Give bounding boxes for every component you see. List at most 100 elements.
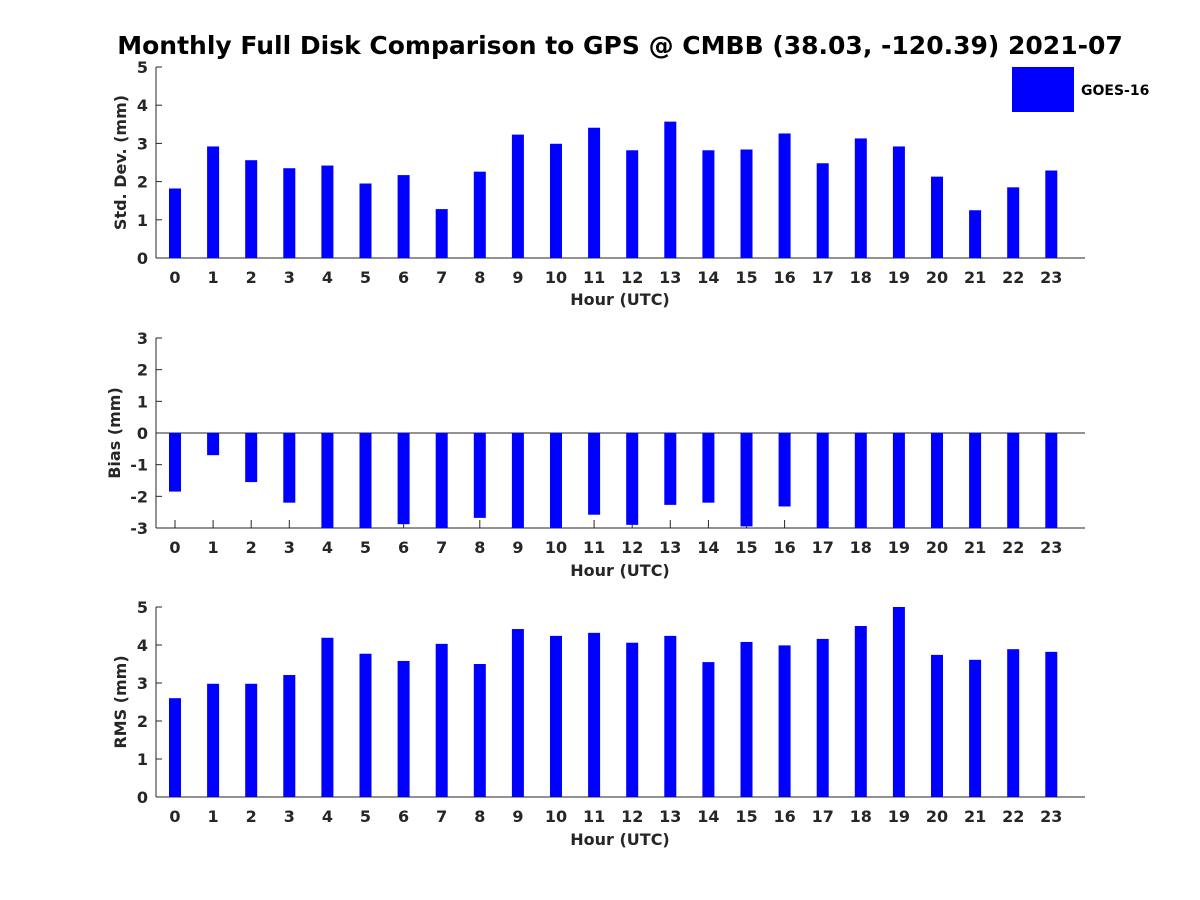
std-dev-x-tick-label: 18 (850, 268, 872, 287)
std-dev-bar-hour-7 (435, 209, 448, 258)
bias-bar-hour-10 (550, 433, 562, 528)
std-dev-bar-hour-5 (359, 183, 372, 258)
bias-bar-hour-11 (588, 433, 601, 515)
std-dev-y-tick-label: 2 (137, 173, 148, 192)
rms-bar-hour-9 (511, 629, 524, 797)
std-dev-y-tick-label: 1 (137, 211, 148, 230)
bias-bar-hour-12 (626, 433, 639, 525)
rms-y-tick-label: 4 (137, 636, 148, 655)
rms-bar-hour-0 (169, 698, 181, 797)
bias-x-tick-label: 8 (474, 538, 485, 557)
rms-bar-hour-10 (550, 635, 562, 797)
bias-x-tick-label: 10 (545, 538, 567, 557)
legend-swatch-goes-16 (1012, 67, 1074, 112)
bias-bar-hour-4 (321, 433, 334, 528)
bias-x-tick-label: 5 (360, 538, 371, 557)
bias-y-tick-label: -2 (130, 487, 148, 506)
rms-x-tick-label: 20 (926, 807, 948, 826)
std-dev-x-axis-label: Hour (UTC) (570, 290, 670, 309)
rms-x-tick-label: 7 (436, 807, 447, 826)
std-dev-bar-hour-15 (740, 149, 753, 258)
std-dev-y-axis-label: Std. Dev. (mm) (111, 95, 130, 230)
bias-x-tick-label: 23 (1040, 538, 1062, 557)
bias-x-tick-label: 21 (964, 538, 986, 557)
std-dev-bar-hour-12 (626, 150, 639, 258)
bias-x-tick-label: 2 (246, 538, 257, 557)
bias-y-tick-label: 2 (137, 361, 148, 380)
std-dev-y-tick-label: 0 (137, 249, 148, 268)
rms-bar-hour-8 (473, 664, 486, 797)
bias-bar-hour-3 (283, 433, 296, 503)
std-dev-x-tick-label: 2 (246, 268, 257, 287)
bias-y-tick-label: 0 (137, 424, 148, 443)
rms-x-tick-label: 14 (697, 807, 719, 826)
bias-bar-hour-7 (435, 433, 448, 528)
rms-x-tick-label: 11 (583, 807, 605, 826)
std-dev-x-tick-label: 4 (322, 268, 333, 287)
bias-bar-hour-16 (778, 433, 791, 507)
rms-bar-hour-7 (435, 643, 448, 797)
bias-x-axis-label: Hour (UTC) (570, 561, 670, 580)
std-dev-x-tick-label: 21 (964, 268, 986, 287)
rms-x-tick-label: 3 (284, 807, 295, 826)
std-dev-bar-hour-11 (588, 127, 601, 258)
bias-bar-hour-14 (702, 433, 715, 503)
bias-bar-hour-8 (473, 433, 486, 518)
std-dev-bar-hour-16 (778, 133, 791, 258)
std-dev-x-tick-label: 20 (926, 268, 948, 287)
bias-x-tick-label: 14 (697, 538, 719, 557)
rms-x-tick-label: 4 (322, 807, 333, 826)
std-dev-y-tick-label: 4 (137, 96, 148, 115)
bias-x-tick-label: 0 (169, 538, 180, 557)
bias-bar-hour-19 (892, 433, 905, 528)
rms-x-tick-label: 5 (360, 807, 371, 826)
rms-bar-hour-1 (207, 683, 220, 797)
rms-bar-hour-5 (359, 653, 372, 797)
bias-y-tick-label: -1 (130, 456, 148, 475)
bias-x-tick-label: 18 (850, 538, 872, 557)
std-dev-y-tick-label: 5 (137, 58, 148, 77)
rms-x-tick-label: 22 (1002, 807, 1024, 826)
bias-y-tick-label: 3 (137, 329, 148, 348)
rms-bar-hour-3 (283, 675, 296, 797)
std-dev-bar-hour-22 (1007, 187, 1020, 258)
bias-bar-hour-0 (169, 433, 181, 492)
rms-bar-hour-21 (969, 659, 982, 797)
rms-x-tick-label: 18 (850, 807, 872, 826)
std-dev-x-tick-label: 17 (812, 268, 834, 287)
bias-bar-hour-20 (931, 433, 943, 528)
std-dev-x-tick-label: 23 (1040, 268, 1062, 287)
std-dev-x-tick-label: 19 (888, 268, 910, 287)
bias-bar-hour-9 (511, 433, 524, 528)
bias-bar-hour-5 (359, 433, 372, 528)
rms-bar-hour-22 (1007, 649, 1020, 797)
rms-x-tick-label: 21 (964, 807, 986, 826)
bias-x-tick-label: 1 (208, 538, 219, 557)
bias-bar-hour-23 (1045, 433, 1058, 528)
rms-bar-hour-18 (854, 626, 867, 797)
std-dev-bar-hour-9 (511, 134, 524, 258)
bias-bar-hour-1 (207, 433, 220, 456)
bias-bar-hour-17 (816, 433, 829, 528)
std-dev-bar-hour-20 (931, 176, 943, 258)
bias-bar-hour-6 (397, 433, 410, 525)
figure-title: Monthly Full Disk Comparison to GPS @ CM… (117, 31, 1123, 60)
std-dev-bar-hour-19 (892, 146, 905, 258)
rms-bar-hour-12 (626, 642, 639, 797)
bias-x-tick-label: 20 (926, 538, 948, 557)
rms-bar-hour-19 (892, 607, 905, 797)
std-dev-bar-hour-6 (397, 175, 410, 258)
std-dev-bar-hour-10 (550, 143, 562, 258)
rms-y-tick-label: 0 (137, 788, 148, 807)
std-dev-x-tick-label: 14 (697, 268, 719, 287)
legend-label-goes-16: GOES-16 (1081, 83, 1149, 99)
std-dev-x-tick-label: 13 (659, 268, 681, 287)
bias-x-tick-label: 19 (888, 538, 910, 557)
bias-bar-hour-15 (740, 433, 753, 527)
std-dev-x-tick-label: 9 (512, 268, 523, 287)
rms-y-tick-label: 1 (137, 750, 148, 769)
bias-x-tick-label: 12 (621, 538, 643, 557)
std-dev-x-tick-label: 1 (208, 268, 219, 287)
